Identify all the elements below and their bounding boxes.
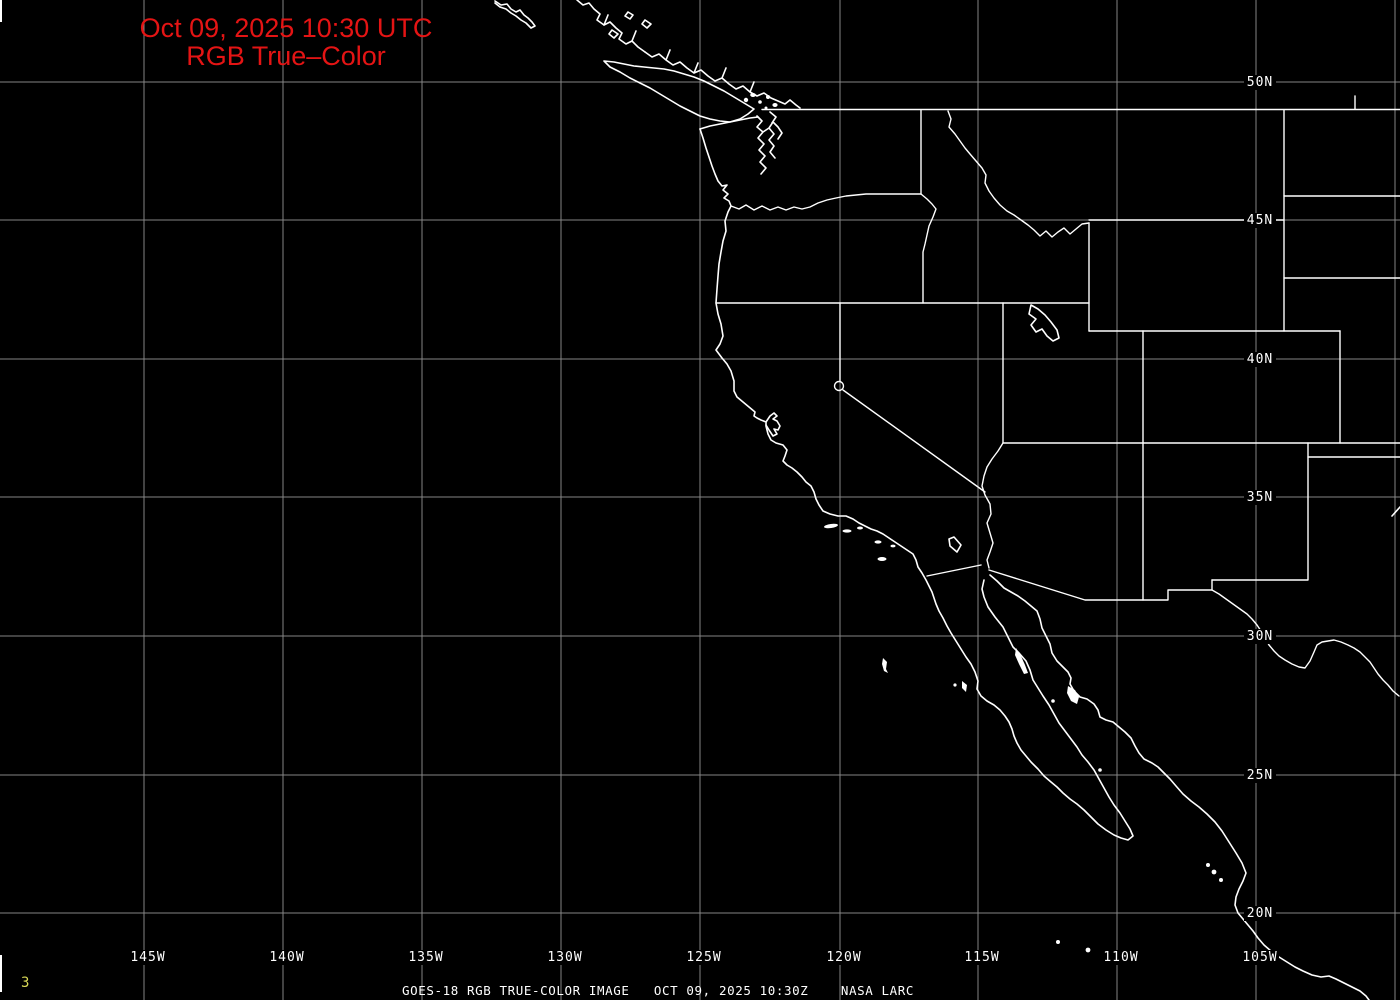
lon-label-105w: 105W [1241, 950, 1279, 965]
timestamp-line: Oct 09, 2025 10:30 UTC [139, 13, 433, 43]
san-francisco-bay [765, 412, 781, 437]
latitude-gridlines [0, 81, 1400, 914]
lon-label-110w: 110W [1102, 950, 1140, 965]
columbia-river-wa-or-border [730, 193, 922, 211]
lon-label-115w: 115W [963, 950, 1001, 965]
product-name-line: RGB True–Color [186, 41, 386, 71]
pacific-coastline [699, 128, 1134, 841]
image-title: Oct 09, 2025 10:30 UTC RGB True–Color [126, 14, 446, 70]
lon-label-145w: 145W [129, 950, 167, 965]
lat-label-50n: 50N [1244, 75, 1276, 90]
lat-label-40n: 40N [1244, 352, 1276, 367]
lake-tahoe [833, 380, 845, 392]
gulf-of-california-islands [1015, 648, 1102, 772]
us-canada-border [761, 95, 1400, 111]
san-juan-islands [743, 93, 778, 110]
lon-label-130w: 130W [546, 950, 584, 965]
snake-river-or-id-border [920, 193, 937, 304]
us-mexico-border [926, 564, 1213, 601]
salton-sea [948, 536, 962, 553]
border-37n [1002, 442, 1400, 458]
colorado-river-border [981, 442, 1004, 569]
lon-label-140w: 140W [268, 950, 306, 965]
baja-pacific-islands [882, 658, 967, 692]
id-mt-border [947, 110, 1090, 238]
great-salt-lake [1028, 304, 1060, 342]
bc-fjord-spurs [603, 11, 652, 42]
puget-sound-inlets [756, 111, 783, 175]
sonora-sinaloa-coastline [989, 574, 1370, 1000]
image-caption: GOES-18 RGB TRUE-COLOR IMAGE OCT 09, 202… [402, 983, 914, 998]
frame-number: 3 [21, 975, 30, 991]
rio-grande-tx-mexico-border [1211, 589, 1400, 697]
lat-label-45n: 45N [1244, 213, 1276, 228]
tres-marias-islands [1206, 863, 1223, 882]
longitude-gridlines [143, 0, 1396, 1000]
lon-label-135w: 135W [407, 950, 445, 965]
nm-tx-border [1211, 442, 1309, 581]
lat-label-30n: 30N [1244, 629, 1276, 644]
bc-fjord-coastline [576, 0, 646, 53]
bc-mainland-coastline [644, 49, 801, 109]
channel-islands [824, 523, 896, 561]
olympic-peninsula-north-shore [699, 116, 759, 130]
lon-label-125w: 125W [685, 950, 723, 965]
lat-label-35n: 35N [1244, 490, 1276, 505]
ca-nv-border [839, 302, 986, 493]
lat-label-25n: 25N [1244, 768, 1276, 783]
lon-label-120w: 120W [825, 950, 863, 965]
haida-gwaii-coastline [494, 0, 536, 29]
offshore-islets [1056, 940, 1091, 953]
lat-label-20n: 20N [1244, 906, 1276, 921]
vancouver-island-coastline [603, 60, 755, 123]
